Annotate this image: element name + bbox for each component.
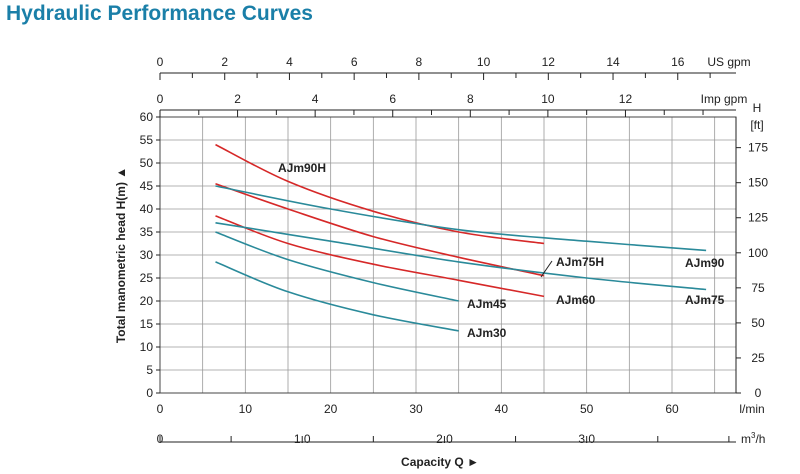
y-tick-label-ft: 125 (748, 211, 768, 225)
x-tick-label-m3h: 3.0 (578, 432, 595, 446)
x-axis-usgpm-tick-label: 0 (157, 55, 164, 69)
y-ft-label-unit: [ft] (750, 118, 763, 132)
x-axis-usgpm-tick-label: 2 (221, 55, 228, 69)
y-tick-label-ft: 175 (748, 141, 768, 155)
y-tick-label-m: 45 (140, 179, 154, 193)
series-label-ajm60: AJm60 (556, 293, 596, 307)
y-tick-label-m: 35 (140, 225, 154, 239)
series-label-ajm45: AJm45 (467, 297, 507, 311)
x-axis-usgpm-tick-label: 8 (416, 55, 423, 69)
y-tick-label-m: 60 (140, 110, 154, 124)
x-tick-label-m3h: 0 (157, 432, 164, 446)
leader-line-ajm75h (540, 260, 553, 278)
x-tick-label-lmin: 0 (157, 402, 164, 416)
y-ft-label-top: H (753, 101, 762, 115)
series-label-ajm90: AJm90 (685, 256, 725, 270)
y-tick-label-m: 5 (146, 363, 153, 377)
curve-ajm45 (215, 231, 459, 302)
y-axis-label: Total manometric head H(m) ▲ (114, 167, 128, 343)
curve-ajm75h (215, 182, 545, 277)
x-axis-impgpm-unit: Imp gpm (701, 92, 748, 106)
y-tick-label-ft: 50 (751, 316, 765, 330)
y-tick-label-m: 40 (140, 202, 154, 216)
x-axis-impgpm-tick-label: 12 (619, 92, 633, 106)
x-axis-usgpm-tick-label: 16 (671, 55, 685, 69)
x-tick-label-lmin: 10 (239, 402, 253, 416)
y-tick-label-ft: 0 (755, 386, 762, 400)
x-unit-m3h: m3/h (741, 431, 765, 446)
x-axis-impgpm-tick-label: 2 (234, 92, 241, 106)
series-label-ajm75h: AJm75H (556, 255, 604, 269)
curves (215, 143, 707, 332)
curve-ajm30 (215, 261, 459, 332)
y-tick-label-m: 25 (140, 271, 154, 285)
x-axis-usgpm-tick-label: 14 (606, 55, 620, 69)
x-axis-usgpm-tick-label: 6 (351, 55, 358, 69)
y-tick-label-m: 20 (140, 294, 154, 308)
y-tick-label-ft: 100 (748, 246, 768, 260)
y-tick-label-ft: 75 (751, 281, 765, 295)
x-axis-impgpm-tick-label: 10 (541, 92, 555, 106)
x-tick-label-m3h: 1.0 (294, 432, 311, 446)
x-tick-label-lmin: 20 (324, 402, 338, 416)
x-axis-usgpm-unit: US gpm (707, 55, 750, 69)
page-title: Hydraulic Performance Curves (6, 2, 313, 25)
x-axis-usgpm-tick-label: 12 (542, 55, 556, 69)
labels: AJm90H AJm75H AJm60 AJm90 AJm75 AJm45 AJm30 (278, 161, 725, 340)
series-label-ajm90h: AJm90H (278, 161, 326, 175)
series-label-ajm30: AJm30 (467, 326, 507, 340)
y-tick-label-m: 50 (140, 156, 154, 170)
curve-ajm90h (215, 143, 545, 245)
curve-ajm90 (215, 185, 707, 252)
y-tick-label-ft: 150 (748, 176, 768, 190)
y-tick-label-m: 30 (140, 248, 154, 262)
x-axis-impgpm-tick-label: 8 (467, 92, 474, 106)
x-tick-label-lmin: 30 (409, 402, 423, 416)
y-tick-label-m: 15 (140, 317, 154, 331)
x-tick-label-m3h: 2.0 (436, 432, 453, 446)
x-axis-impgpm-tick-label: 0 (157, 92, 164, 106)
y-tick-label-m: 0 (146, 386, 153, 400)
y-tick-label-m: 55 (140, 133, 154, 147)
curve-ajm75 (215, 222, 707, 291)
x-tick-label-lmin: 50 (580, 402, 594, 416)
y-tick-label-ft: 25 (751, 351, 765, 365)
x-axis-impgpm-tick-label: 4 (312, 92, 319, 106)
x-axis-usgpm-tick-label: 4 (286, 55, 293, 69)
x-tick-label-lmin: 60 (665, 402, 679, 416)
x-axis-impgpm-tick-label: 6 (389, 92, 396, 106)
curve-ajm60 (215, 215, 545, 298)
series-label-ajm75: AJm75 (685, 293, 725, 307)
x-axis-usgpm-tick-label: 10 (477, 55, 491, 69)
y-tick-label-m: 10 (140, 340, 154, 354)
x-unit-lmin: l/min (739, 402, 764, 416)
x-tick-label-lmin: 40 (495, 402, 509, 416)
x-axis-label: Capacity Q ► (401, 455, 479, 469)
